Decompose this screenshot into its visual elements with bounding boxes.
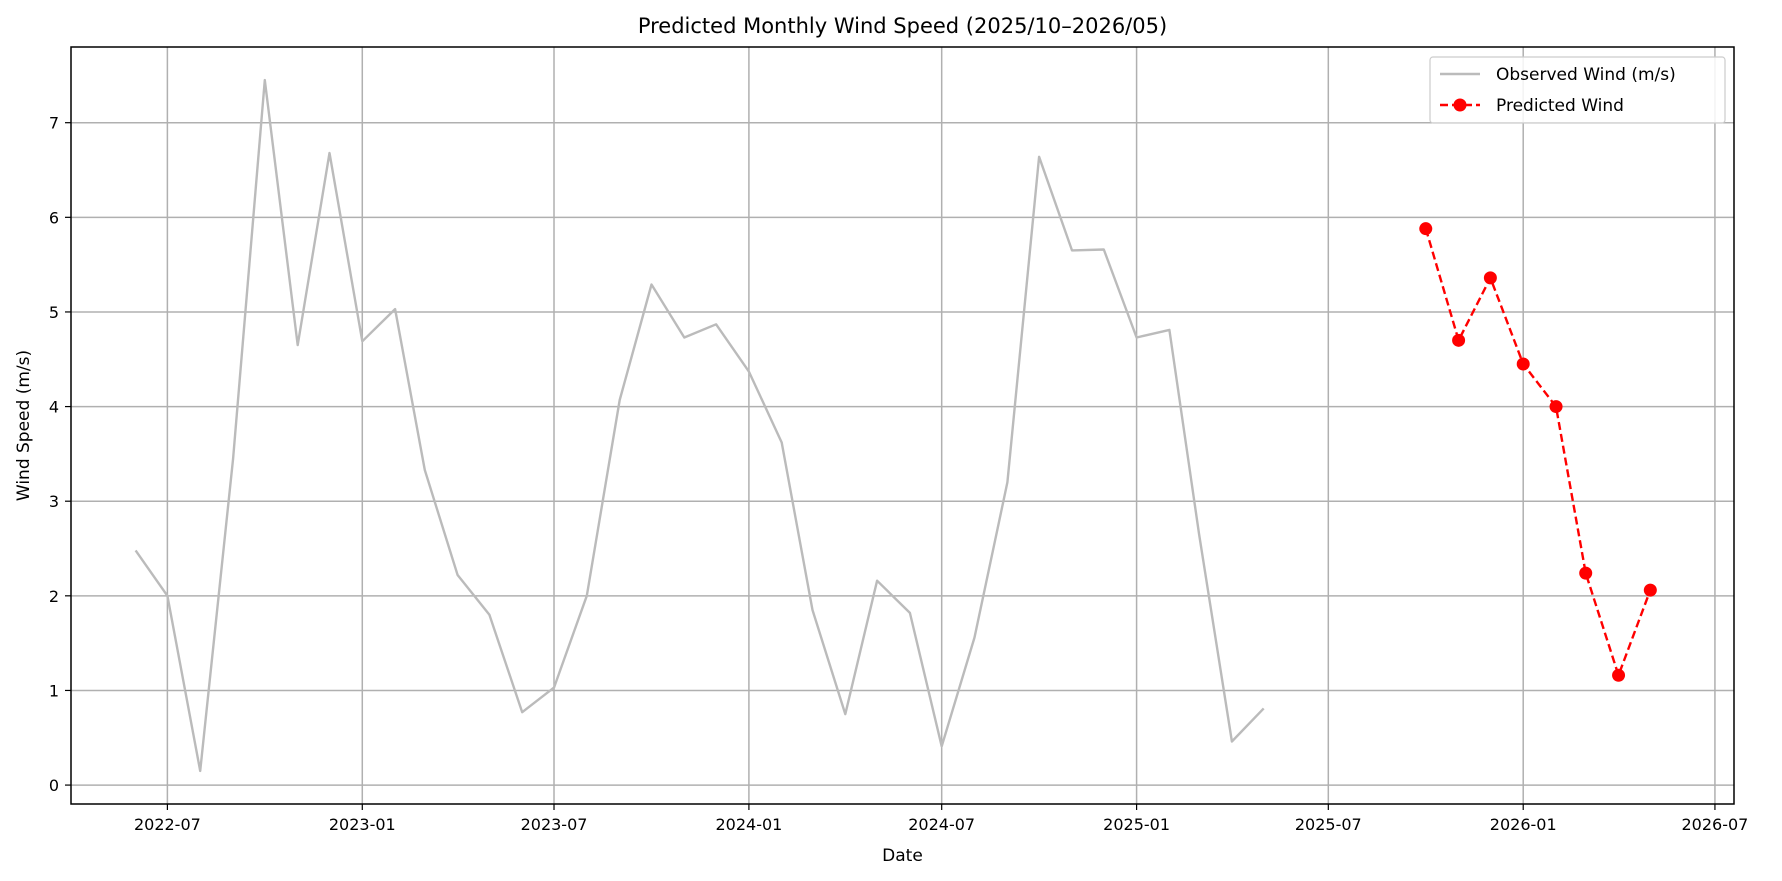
predicted-wind-point	[1643, 583, 1657, 597]
predicted-wind-point	[1452, 333, 1466, 347]
y-tick-label: 3	[49, 492, 59, 511]
grid	[71, 47, 1734, 804]
x-axis-label: Date	[882, 846, 923, 866]
x-tick-label: 2025-07	[1295, 815, 1362, 834]
predicted-wind-point	[1612, 668, 1626, 682]
x-tick-label: 2023-01	[329, 815, 396, 834]
y-tick-label: 0	[49, 776, 59, 795]
y-tick-label: 7	[49, 114, 59, 133]
x-tick-label: 2023-07	[521, 815, 588, 834]
predicted-wind-point	[1549, 400, 1563, 414]
x-tick-label: 2026-01	[1490, 815, 1557, 834]
predicted-wind-point	[1419, 222, 1433, 236]
plot-series	[134, 78, 1657, 773]
x-tick-label: 2026-07	[1682, 815, 1749, 834]
y-tick-label: 2	[49, 587, 59, 606]
legend: Observed Wind (m/s) Predicted Wind	[1429, 56, 1726, 124]
series-line-observed-wind	[134, 78, 1265, 773]
y-tick-label: 1	[49, 681, 59, 700]
predicted-wind-point	[1516, 357, 1530, 371]
y-axis: 0 1 2 3 4 5 6 7	[49, 114, 71, 795]
x-tick-label: 2024-01	[715, 815, 782, 834]
x-tick-label: 2022-07	[134, 815, 201, 834]
x-tick-label: 2025-01	[1103, 815, 1170, 834]
predicted-wind-point	[1483, 271, 1497, 285]
x-tick-label: 2024-07	[908, 815, 975, 834]
y-tick-label: 4	[49, 398, 59, 417]
plot-frame	[70, 46, 1735, 805]
predicted-wind-point	[1579, 566, 1593, 580]
y-tick-label: 6	[49, 208, 59, 227]
legend-marker-swatch	[1453, 98, 1467, 112]
y-tick-label: 5	[49, 303, 59, 322]
legend-label: Observed Wind (m/s)	[1496, 65, 1676, 85]
series-line-predicted-wind	[1424, 228, 1652, 677]
chart-title: Predicted Monthly Wind Speed (2025/10–20…	[638, 14, 1167, 38]
legend-box	[1429, 56, 1726, 124]
legend-label: Predicted Wind	[1496, 96, 1624, 116]
y-axis-label: Wind Speed (m/s)	[14, 350, 34, 501]
x-axis: 2022-07 2023-01 2023-07 2024-01 2024-07 2025-…	[134, 804, 1748, 834]
